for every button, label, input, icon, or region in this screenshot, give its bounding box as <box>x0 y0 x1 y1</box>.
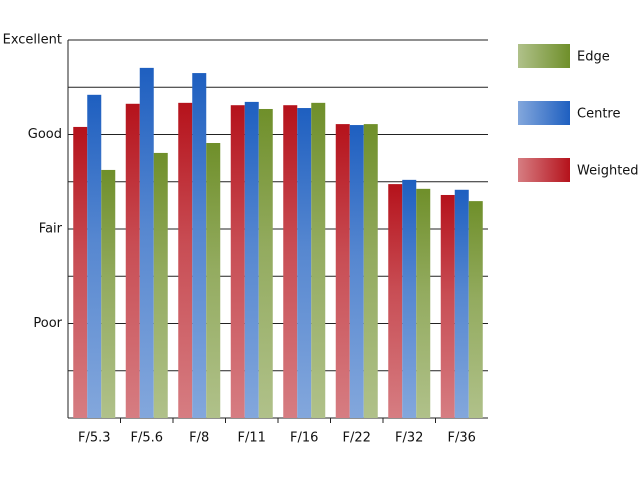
x-tick-label: F/5.6 <box>130 431 163 446</box>
y-tick-label: Excellent <box>3 33 62 48</box>
legend-label: Edge <box>577 50 610 65</box>
bar <box>468 201 483 418</box>
bar <box>230 105 245 418</box>
bar <box>440 194 455 418</box>
bar <box>178 102 193 418</box>
bar <box>416 188 431 418</box>
bar <box>87 94 102 418</box>
y-tick-label: Good <box>28 127 62 142</box>
bar <box>258 108 273 419</box>
bar <box>192 73 207 418</box>
bar <box>125 103 140 418</box>
bar <box>363 124 378 418</box>
bar <box>244 101 259 419</box>
x-tick-label: F/16 <box>290 431 318 446</box>
x-tick-label: F/11 <box>238 431 266 446</box>
legend-label: Centre <box>577 107 620 122</box>
bar <box>388 184 403 418</box>
x-tick-label: F/22 <box>343 431 371 446</box>
bar <box>206 143 221 418</box>
x-tick-label: F/5.3 <box>78 431 111 446</box>
x-tick-label: F/8 <box>189 431 209 446</box>
bar <box>335 124 350 418</box>
bar <box>153 152 168 419</box>
y-tick-label: Fair <box>39 222 63 237</box>
bar <box>311 102 326 418</box>
legend-swatch <box>518 44 570 68</box>
bar <box>283 105 298 418</box>
x-tick-label: F/36 <box>448 431 476 446</box>
legend-label: Weighted <box>577 164 639 179</box>
bar <box>139 67 154 418</box>
bar <box>402 179 417 418</box>
bar <box>454 189 469 418</box>
x-tick-label: F/32 <box>395 431 423 446</box>
bar <box>297 108 312 418</box>
bar <box>349 125 364 419</box>
bar <box>101 169 116 418</box>
legend-swatch <box>518 158 570 182</box>
bar <box>73 126 88 418</box>
y-tick-label: Poor <box>33 316 62 331</box>
legend-swatch <box>518 101 570 125</box>
